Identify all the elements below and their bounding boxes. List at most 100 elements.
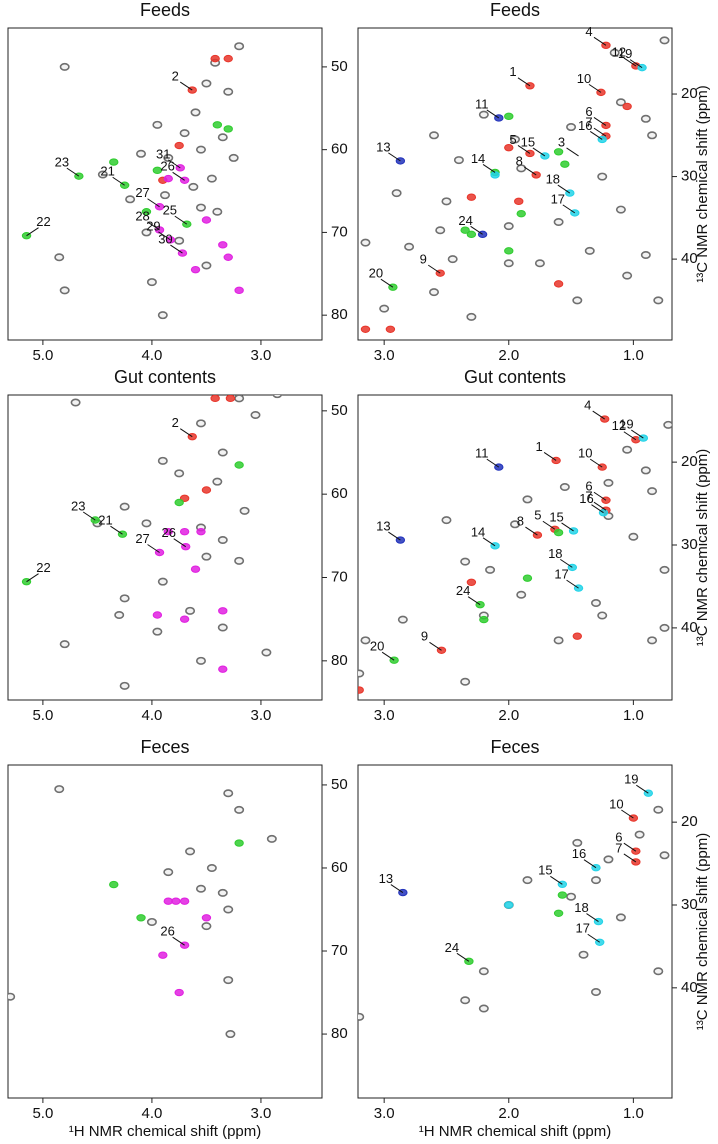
peak [659,565,670,574]
peak [228,153,239,162]
leader-line [566,579,579,589]
peak-label: 19 [624,772,638,787]
peak [136,914,146,922]
leader-line [562,204,576,214]
x-tick-label: 5.0 [32,347,53,364]
peak [590,987,601,996]
x-tick-label: 3.0 [374,707,395,724]
peak [212,477,223,486]
peak [234,286,244,295]
peaks [21,395,283,690]
peak [146,917,157,926]
leader-line [593,127,607,137]
y-tick-label: 60 [331,141,348,158]
peak [485,565,496,574]
peak [460,226,470,234]
peak [190,108,201,117]
plot-frame [357,764,673,1099]
leader-line [147,544,160,553]
peak [109,880,119,889]
y-axis-label: ¹³C NMR chemical shift (ppm) [694,449,711,647]
peak [179,129,190,138]
peak [460,996,471,1005]
peak [466,578,477,587]
leader-line [543,452,557,461]
peak [609,48,620,57]
leader-line [486,109,500,119]
peak [266,834,277,843]
peak-label: 7 [615,840,622,855]
peak-label: 24 [456,583,470,598]
peak [603,478,614,487]
leader-line [566,147,579,157]
peak [597,611,608,620]
peak [429,288,440,297]
peak [218,241,228,249]
peak-label: 30 [158,232,172,247]
peak [566,123,577,132]
peak [206,174,217,183]
peak [234,395,245,403]
peak [157,311,168,320]
peak [157,456,168,465]
leader-line [388,531,401,541]
peak [163,527,173,536]
plot-frame [7,764,323,1099]
peak [185,847,196,856]
peak [358,669,365,678]
peak [653,967,664,976]
x-axis-label: ¹H NMR chemical shift (ppm) [69,1123,262,1139]
x-tick-label: 3.0 [251,347,272,364]
y-tick-label: 20 [681,813,698,830]
peak [141,208,152,216]
peak [504,143,514,152]
peak-label: 7 [585,489,592,504]
peak [343,687,351,693]
x-axis-label: ¹H NMR chemical shift (ppm) [419,1123,612,1139]
leader-line [589,131,603,140]
peak [516,210,526,218]
peak [225,395,236,403]
peak [217,623,228,632]
peak [250,410,261,419]
peak [234,42,245,51]
peak [157,577,168,586]
plot-frame [357,27,673,341]
y-tick-label: 70 [331,568,348,585]
peak [174,236,185,245]
peak [590,599,601,608]
peak [54,785,65,794]
peak [553,280,564,288]
peak-label: 3 [558,134,565,149]
leader-line [593,116,607,126]
peak [206,863,217,872]
peak-label: 26 [161,525,175,540]
x-tick-label: 2.0 [498,347,519,364]
y-tick-label: 50 [331,58,348,75]
peak [522,495,533,504]
peak [553,217,564,226]
peak [152,120,163,129]
peak-label: 6 [585,104,592,119]
peak [272,395,283,399]
leader-line [592,410,605,420]
leader-line [427,264,441,274]
peak [460,557,471,566]
peak-label: 15 [521,134,535,149]
x-tick-label: 2.0 [498,707,519,724]
peak [225,1030,236,1039]
peak [8,992,16,1001]
peak [358,686,364,694]
leader-line [26,573,39,583]
y-tick-label: 20 [681,85,698,102]
peak [233,753,241,759]
peak [653,805,664,814]
leader-line [110,525,123,535]
peak [615,205,626,214]
peak [234,461,244,469]
x-tick-label: 5.0 [32,1105,53,1122]
leader-line [482,537,496,547]
peak-label: 9 [421,629,428,644]
leader-line [147,198,160,208]
peak [119,502,130,511]
